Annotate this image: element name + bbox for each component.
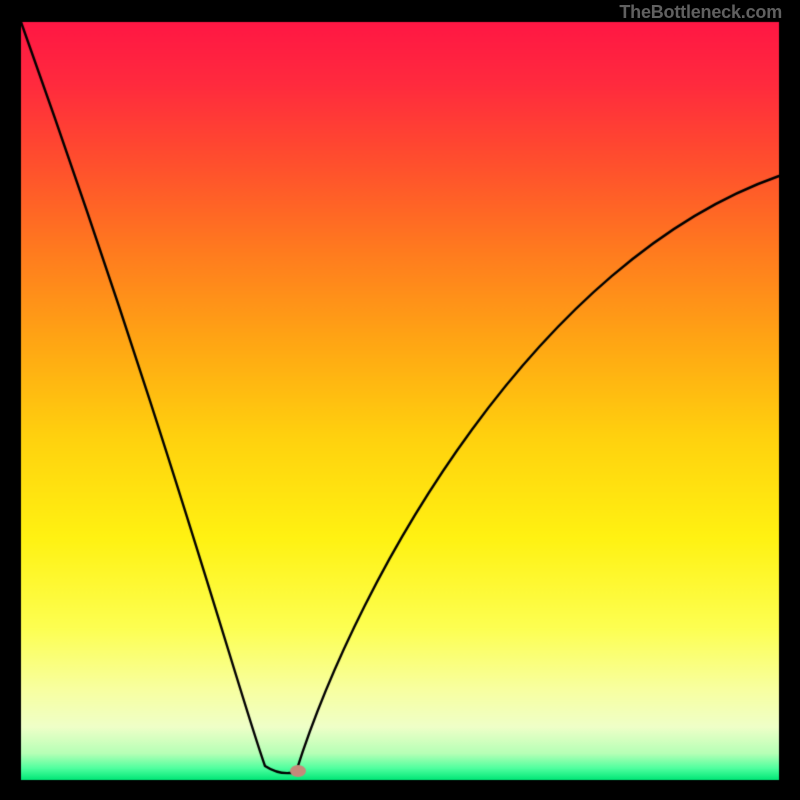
watermark-text: TheBottleneck.com (619, 2, 782, 23)
bottleneck-chart-canvas (0, 0, 800, 800)
chart-container: TheBottleneck.com (0, 0, 800, 800)
